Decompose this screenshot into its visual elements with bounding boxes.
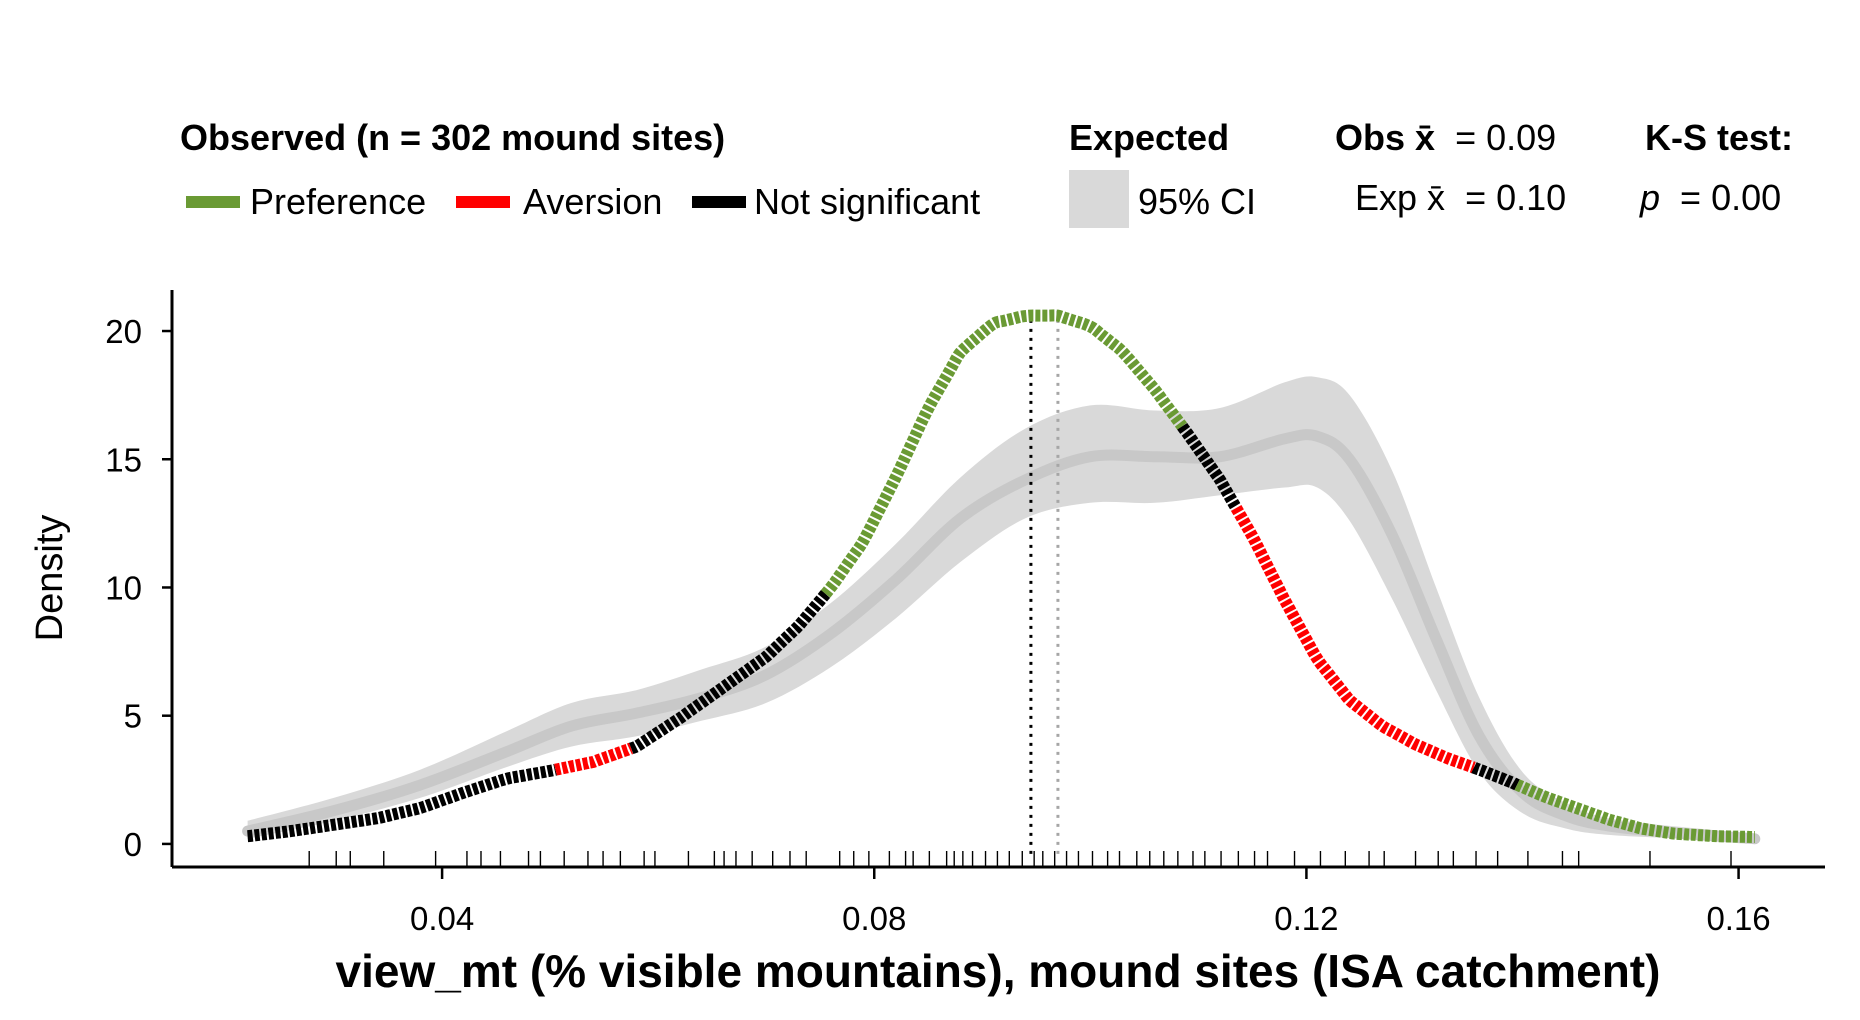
observed-segment-not-significant	[1471, 762, 1520, 791]
y-tick-label: 15	[105, 441, 142, 478]
observed-segment-not-significant	[247, 763, 557, 843]
legend-not-significant-label: Not significant	[754, 181, 980, 222]
ci-band-layer	[242, 376, 1761, 845]
obs-mean-label: Obs x̄	[1335, 117, 1435, 158]
ks-p-symbol: p	[1639, 177, 1660, 218]
observed-density-layer	[247, 309, 1755, 843]
legend-preference-label: Preference	[250, 181, 426, 222]
observed-segment-aversion	[1231, 504, 1476, 774]
observed-segment-not-significant	[629, 589, 831, 755]
ks-p-value: = 0.00	[1680, 177, 1781, 218]
rug-layer	[308, 851, 1732, 866]
y-tick-label: 5	[124, 698, 142, 735]
ks-p-text: p = 0.00	[1639, 177, 1781, 218]
legend-aversion-swatch	[456, 196, 510, 208]
y-ticks: 0 5 10 15 20	[105, 313, 172, 863]
observed-segment-aversion	[554, 742, 634, 776]
x-tick-label: 0.12	[1274, 900, 1338, 937]
observed-segment-preference	[1514, 779, 1755, 843]
x-tick-label: 0.04	[410, 900, 474, 937]
legend-expected-title: Expected	[1069, 117, 1229, 158]
exp-mean-text: Exp x̄ = 0.10	[1355, 177, 1566, 218]
x-tick-label: 0.16	[1706, 900, 1770, 937]
y-tick-label: 10	[105, 569, 142, 606]
y-tick-label: 20	[105, 313, 142, 350]
observed-segment-not-significant	[1177, 422, 1242, 511]
mean-lines-layer	[1029, 310, 1060, 854]
legend-observed-title: Observed (n = 302 mound sites)	[180, 117, 725, 158]
y-axis-title: Density	[29, 515, 71, 642]
ci-band	[247, 376, 1755, 843]
exp-mean-label: Exp x̄	[1355, 177, 1445, 218]
legend-not-significant-swatch	[692, 196, 746, 208]
observed-segment-preference	[820, 309, 1187, 598]
legend-ci-label: 95% CI	[1138, 181, 1256, 222]
x-axis-title: view_mt (% visible mountains), mound sit…	[336, 945, 1661, 997]
x-ticks: 0.04 0.08 0.12 0.16	[410, 867, 1771, 937]
obs-mean-value: = 0.09	[1455, 117, 1556, 158]
x-tick-label: 0.08	[842, 900, 906, 937]
legend-aversion-label: Aversion	[523, 181, 662, 222]
obs-mean-text: Obs x̄ = 0.09	[1335, 117, 1556, 158]
ks-test-title: K-S test:	[1645, 117, 1793, 158]
y-tick-label: 0	[124, 826, 142, 863]
legend-preference-swatch	[186, 196, 240, 208]
legend-ci-swatch	[1069, 170, 1129, 228]
exp-mean-value: = 0.10	[1465, 177, 1566, 218]
